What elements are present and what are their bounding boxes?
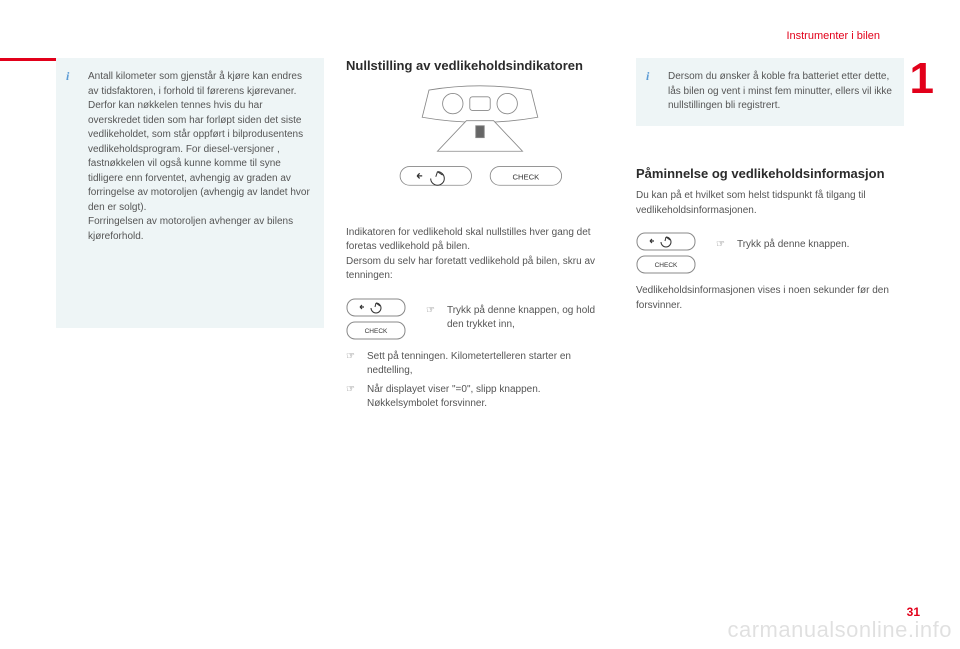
column-3: i Dersom du ønsker å koble fra batteriet… — [636, 58, 904, 619]
info-box-battery: i Dersom du ønsker å koble fra batteriet… — [636, 58, 904, 126]
svg-text:CHECK: CHECK — [513, 172, 541, 181]
info-box-km: i Antall kilometer som gjenstår å kjøre … — [56, 58, 324, 328]
info-text: Antall kilometer som gjenstår å kjøre ka… — [88, 70, 312, 244]
column-1: i Antall kilometer som gjenstår å kjøre … — [56, 58, 324, 619]
bullet-ignition: ☞ Sett på tenningen. Kilometertelleren s… — [346, 350, 614, 379]
info-text: Dersom du ønsker å koble fra batteriet e… — [668, 70, 892, 114]
heading-reset-indicator: Nullstilling av vedlikeholdsindikatoren — [346, 58, 614, 74]
info-icon: i — [66, 68, 80, 82]
bullet-marker: ☞ — [426, 304, 435, 333]
section-label: Instrumenter i bilen — [786, 30, 880, 42]
wrench-button-icon: CHECK — [346, 298, 408, 340]
page-content: i Antall kilometer som gjenstår å kjøre … — [56, 58, 904, 619]
reminder-step-group: CHECK ☞ Trykk på denne knappen. — [636, 232, 904, 274]
bullet-text: Når displayet viser "=0", slipp knappen.… — [367, 383, 614, 412]
heading-reminder: Påminnelse og vedlikeholdsinformasjon — [636, 166, 904, 182]
wrench-button-icon: CHECK — [636, 232, 698, 274]
info-icon: i — [646, 68, 660, 82]
accent-bar — [0, 58, 56, 61]
bullet-marker: ☞ — [346, 383, 355, 412]
svg-text:CHECK: CHECK — [365, 328, 388, 335]
step-1-group: CHECK ☞ Trykk på denne knappen, og hold … — [346, 298, 614, 340]
chapter-number: 1 — [910, 54, 934, 104]
column-2: Nullstilling av vedlikeholdsindikatoren — [346, 58, 614, 619]
reset-intro: Indikatoren for vedlikehold skal nullsti… — [346, 226, 614, 284]
bullet-text: Sett på tenningen. Kilometertelleren sta… — [367, 350, 614, 379]
reminder-intro: Du kan på et hvilket som helst tidspunkt… — [636, 189, 904, 218]
bullet-release: ☞ Når displayet viser "=0", slipp knappe… — [346, 383, 614, 412]
bullet-marker: ☞ — [716, 238, 725, 253]
step-1-text: Trykk på denne knappen, og hold den tryk… — [447, 304, 614, 333]
reminder-step-text: Trykk på denne knappen. — [737, 238, 849, 253]
dashboard-illustration: CHECK — [395, 82, 565, 212]
reminder-outro: Vedlikeholdsinformasjonen vises i noen s… — [636, 284, 904, 313]
watermark: carmanualsonline.info — [727, 617, 952, 643]
bullet-marker: ☞ — [346, 350, 355, 379]
svg-text:CHECK: CHECK — [655, 262, 678, 269]
